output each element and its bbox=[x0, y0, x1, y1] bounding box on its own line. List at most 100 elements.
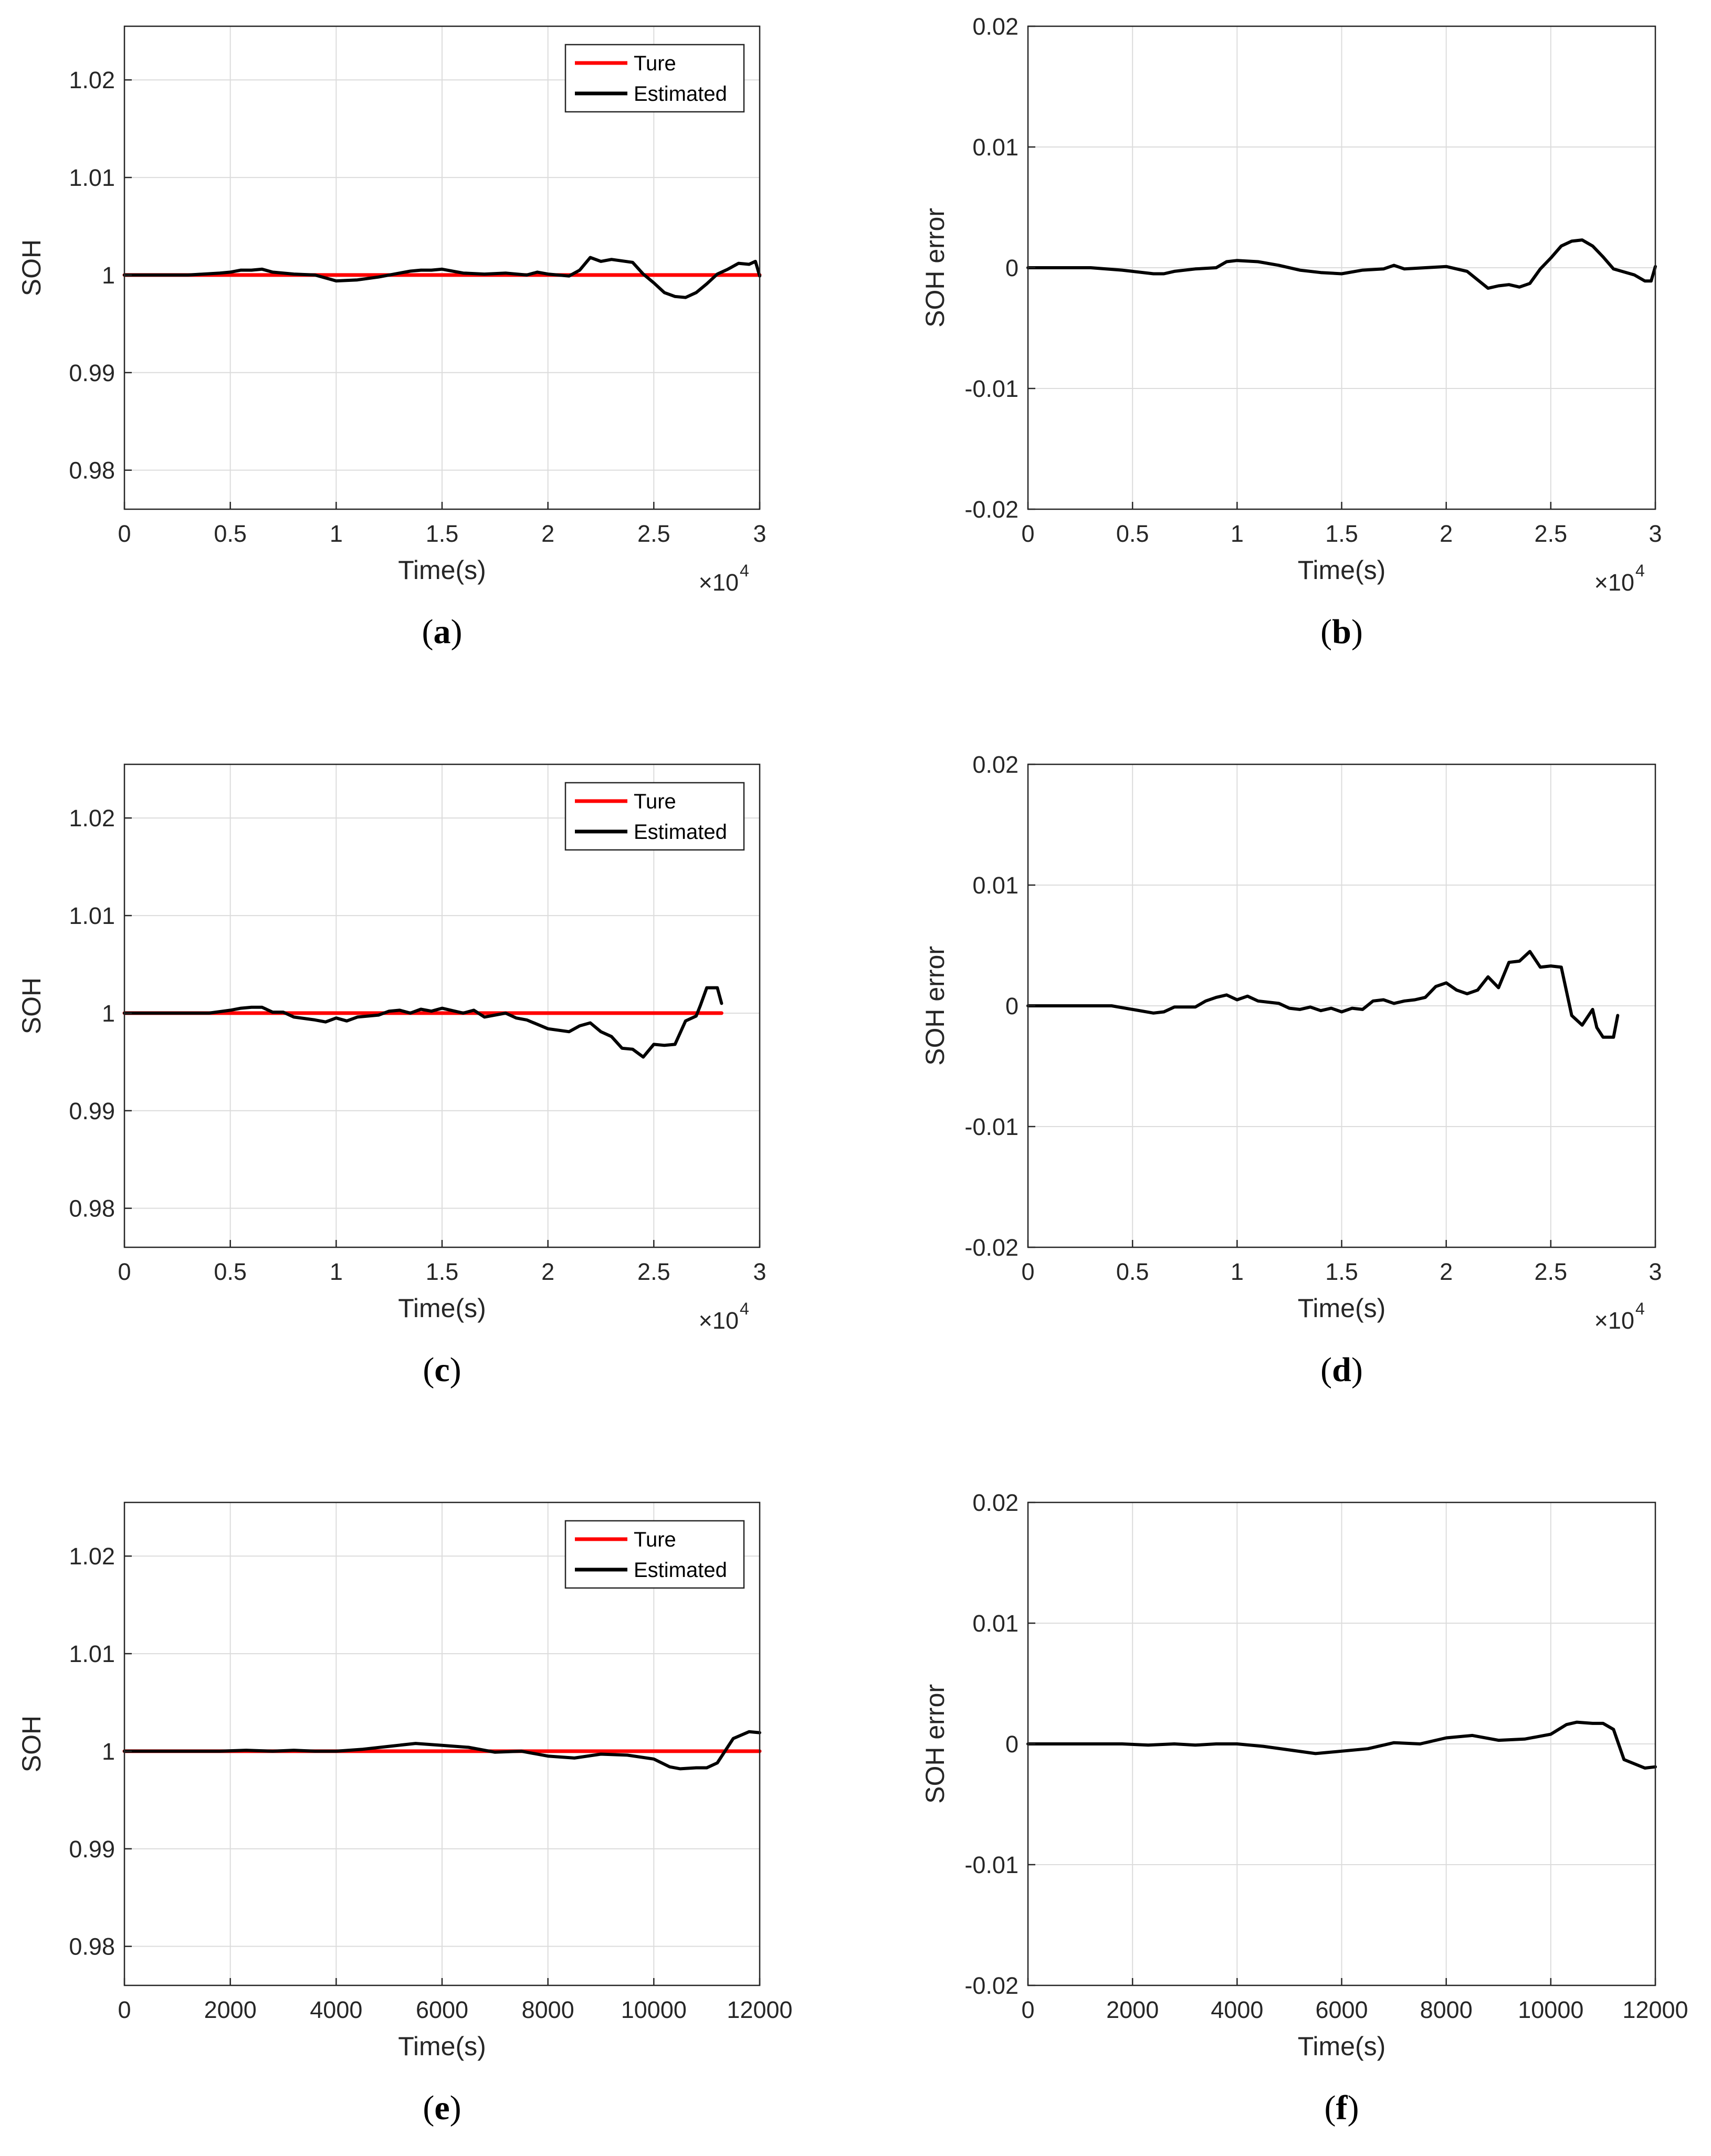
x-multiplier-label: ×10 bbox=[1594, 1307, 1634, 1334]
x-tick-label: 8000 bbox=[1420, 1996, 1473, 2023]
x-tick-label: 6000 bbox=[416, 1996, 468, 2023]
panel-caption: (f) bbox=[1325, 2089, 1359, 2127]
x-tick-label: 3 bbox=[1649, 520, 1662, 547]
series-line-estimated bbox=[123, 1730, 761, 1771]
y-tick-label: 1.01 bbox=[69, 1640, 115, 1667]
x-tick-label: 10000 bbox=[621, 1996, 687, 2023]
x-tick-label: 1 bbox=[1231, 1258, 1244, 1285]
y-tick-label: 0.98 bbox=[69, 457, 115, 484]
x-tick-label: 8000 bbox=[522, 1996, 574, 2023]
y-tick-label: 0.99 bbox=[69, 360, 115, 386]
y-tick-label: 0.02 bbox=[972, 751, 1019, 778]
chart-panel-b: 0 0.5 1 1.5 2 2.5 3 -0.02 -0.01 0 0.01 0.02 Time(s) S… bbox=[920, 13, 1662, 651]
x-tick-label: 2 bbox=[541, 520, 554, 547]
chart-panel-f: 0 2000 4000 6000 8000 10000 12000 -0.02 -0.01 0 0.… bbox=[920, 1489, 1688, 2127]
y-tick-label: 0.02 bbox=[972, 1489, 1019, 1516]
series-line-soh-error bbox=[1026, 950, 1620, 1039]
y-axis-title: SOH bbox=[17, 1716, 46, 1772]
series-line-estimated bbox=[123, 256, 761, 299]
x-multiplier-label: ×10 bbox=[1594, 569, 1634, 596]
y-tick-label: 0.98 bbox=[69, 1933, 115, 1960]
x-tick-label: 0 bbox=[118, 520, 131, 547]
caption-close-paren: ) bbox=[451, 613, 463, 651]
x-tick-label: 1.5 bbox=[426, 520, 459, 547]
caption-open-paren: ( bbox=[422, 613, 434, 651]
y-tick-label: -0.01 bbox=[964, 1852, 1019, 1878]
x-axis-title: Time(s) bbox=[398, 1293, 486, 1323]
x-multiplier-exponent: 4 bbox=[740, 1299, 749, 1318]
x-tick-label: 2.5 bbox=[1535, 1258, 1568, 1285]
caption-close-paren: ) bbox=[1347, 2089, 1359, 2127]
x-tick-label: 2.5 bbox=[637, 1258, 670, 1285]
x-multiplier-exponent: 4 bbox=[740, 561, 749, 580]
chart-panel-e: 0 2000 4000 6000 8000 10000 12000 0.98 0.99 1 1.01… bbox=[17, 1501, 793, 2127]
x-axis-title: Time(s) bbox=[398, 2032, 486, 2061]
panel-caption: (b) bbox=[1320, 613, 1363, 651]
x-tick-label: 0 bbox=[118, 1258, 131, 1285]
legend: Ture Estimated bbox=[564, 782, 745, 851]
x-tick-label: 10000 bbox=[1518, 1996, 1583, 2023]
y-axis-title: SOH error bbox=[920, 208, 950, 328]
x-tick-label: 2000 bbox=[204, 1996, 257, 2023]
y-tick-label: 0.01 bbox=[972, 872, 1019, 899]
y-axis-title: SOH error bbox=[920, 946, 950, 1066]
x-tick-label: 1.5 bbox=[1325, 1258, 1358, 1285]
x-tick-label: 1 bbox=[330, 520, 343, 547]
panel-caption: (a) bbox=[422, 613, 463, 651]
x-multiplier-exponent: 4 bbox=[1635, 561, 1645, 580]
x-tick-label: 0.5 bbox=[214, 1258, 247, 1285]
caption-close-paren: ) bbox=[1351, 1351, 1363, 1389]
y-tick-label: 0.99 bbox=[69, 1098, 115, 1124]
caption-letter: e bbox=[434, 2089, 449, 2127]
legend-box bbox=[564, 1520, 745, 1589]
y-tick-label: 0 bbox=[1005, 255, 1019, 281]
caption-letter: c bbox=[434, 1351, 449, 1389]
y-tick-label: 1.01 bbox=[69, 164, 115, 191]
x-tick-label: 12000 bbox=[1622, 1996, 1688, 2023]
x-tick-label: 4000 bbox=[1211, 1996, 1263, 2023]
x-tick-label: 2 bbox=[1440, 1258, 1453, 1285]
y-tick-label: 1.02 bbox=[69, 67, 115, 93]
y-tick-label: 0.01 bbox=[972, 134, 1019, 161]
caption-letter: d bbox=[1332, 1351, 1351, 1389]
x-multiplier-label: ×10 bbox=[699, 1307, 739, 1334]
caption-letter: f bbox=[1336, 2089, 1348, 2127]
series-line-soh-error bbox=[1026, 1720, 1657, 1770]
y-tick-label: 0.02 bbox=[972, 13, 1019, 40]
caption-close-paren: ) bbox=[1351, 613, 1363, 651]
caption-close-paren: ) bbox=[450, 1351, 461, 1389]
x-tick-label: 1.5 bbox=[1325, 520, 1358, 547]
y-tick-label: 0.99 bbox=[69, 1836, 115, 1863]
legend-label-ture: Ture bbox=[634, 1528, 676, 1551]
caption-letter: a bbox=[434, 613, 451, 651]
x-tick-label: 6000 bbox=[1315, 1996, 1368, 2023]
caption-open-paren: ( bbox=[1325, 2089, 1336, 2127]
y-tick-label: 0.98 bbox=[69, 1195, 115, 1222]
x-tick-label: 2 bbox=[1440, 520, 1453, 547]
x-axis-title: Time(s) bbox=[398, 555, 486, 585]
caption-open-paren: ( bbox=[1320, 613, 1332, 651]
x-axis-title: Time(s) bbox=[1298, 555, 1386, 585]
y-tick-label: -0.02 bbox=[964, 1972, 1019, 1999]
legend-label-estimated: Estimated bbox=[634, 1559, 727, 1582]
x-tick-label: 0.5 bbox=[214, 520, 247, 547]
y-axis-title: SOH bbox=[17, 977, 46, 1034]
legend: Ture Estimated bbox=[564, 44, 745, 113]
x-tick-label: 3 bbox=[753, 520, 766, 547]
x-tick-label: 0.5 bbox=[1116, 520, 1149, 547]
y-axis-title: SOH bbox=[17, 239, 46, 296]
caption-open-paren: ( bbox=[1320, 1351, 1332, 1389]
legend-label-ture: Ture bbox=[634, 52, 676, 75]
y-tick-label: 1.01 bbox=[69, 902, 115, 929]
legend-box bbox=[564, 44, 745, 113]
caption-letter: b bbox=[1332, 613, 1351, 651]
panel-caption: (e) bbox=[423, 2089, 461, 2127]
x-tick-label: 1.5 bbox=[426, 1258, 459, 1285]
x-tick-label: 0 bbox=[1021, 1258, 1034, 1285]
chart-panel-d: 0 0.5 1 1.5 2 2.5 3 -0.02 -0.01 0 0.01 0.02 Time(s) S… bbox=[920, 751, 1662, 1389]
y-tick-label: -0.01 bbox=[964, 375, 1019, 402]
caption-close-paren: ) bbox=[450, 2089, 461, 2127]
y-tick-label: 1 bbox=[102, 1000, 115, 1027]
series-line-estimated bbox=[123, 986, 723, 1059]
x-tick-label: 2 bbox=[541, 1258, 554, 1285]
